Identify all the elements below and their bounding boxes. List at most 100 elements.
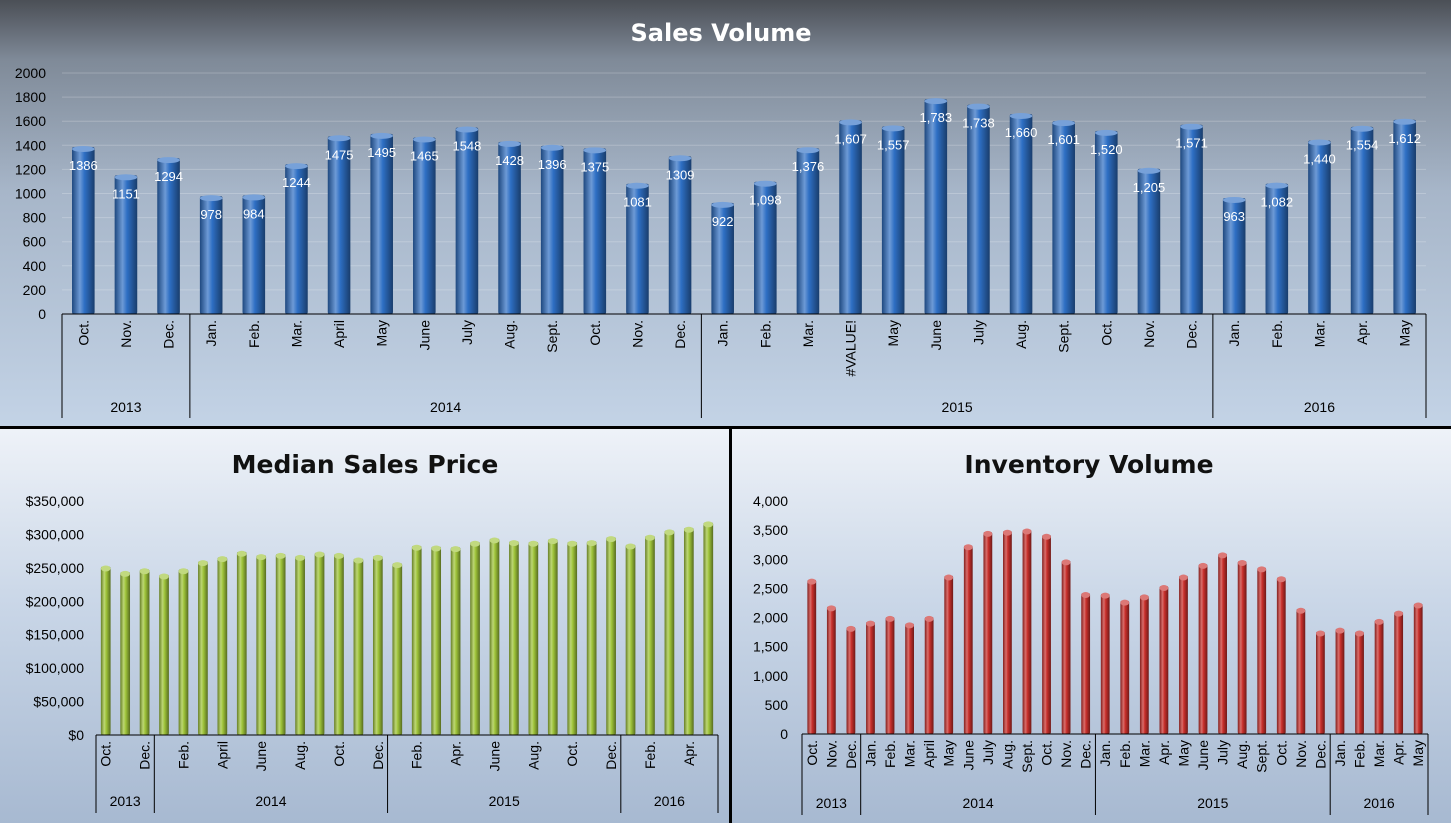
x-category-label: Aug.: [525, 741, 541, 770]
bar: [489, 538, 500, 735]
bar-cap: [1159, 585, 1169, 592]
x-category-label: Sept.: [1019, 740, 1035, 773]
x-category-label: Oct.: [804, 740, 820, 766]
x-category-label: June: [416, 320, 432, 351]
y-tick-label: 0: [780, 726, 788, 742]
bar: [1120, 600, 1130, 734]
y-tick-label: 1600: [15, 113, 46, 129]
bar: [796, 148, 820, 314]
bar-cap: [528, 540, 539, 547]
x-category-label: Nov.: [823, 740, 839, 768]
y-tick-label: $100,000: [26, 660, 85, 676]
y-tick-label: 200: [23, 282, 47, 298]
y-tick-label: $50,000: [33, 694, 84, 710]
bar: [1257, 567, 1267, 734]
y-tick-label: 0: [38, 306, 46, 322]
bar: [1081, 593, 1091, 734]
chart-title: Sales Volume: [631, 19, 812, 47]
bar-cap: [683, 526, 694, 533]
x-category-label: Feb.: [882, 740, 898, 768]
bar-cap: [905, 622, 914, 629]
bar-cap: [413, 136, 436, 143]
bar: [1180, 124, 1203, 314]
bar-cap: [540, 144, 564, 151]
year-label: 2014: [430, 399, 461, 415]
x-category-label: Nov.: [1141, 320, 1157, 348]
bar: [885, 616, 895, 734]
median-sales-price-panel: Median Sales Price $350,000 $300,000 $250,…: [0, 429, 729, 823]
x-category-label: Oct.: [1273, 740, 1289, 766]
bar: [626, 183, 649, 314]
bar-cap: [139, 568, 150, 575]
bar: [625, 544, 636, 735]
bar-cap: [1355, 630, 1364, 637]
x-category-label: Apr.: [448, 741, 464, 766]
bar-cap: [327, 135, 351, 142]
bar: [1159, 586, 1169, 734]
x-category-label: Feb.: [1352, 740, 1368, 768]
bar-cap: [924, 615, 934, 622]
y-tick-label: $0: [68, 727, 84, 743]
data-label: 1,082: [1261, 195, 1294, 210]
bar-cap: [314, 551, 325, 558]
year-label: 2013: [110, 399, 141, 415]
bar-cap: [626, 182, 649, 189]
x-category-label: Dec.: [161, 320, 177, 349]
bar: [645, 535, 655, 735]
bar: [583, 148, 607, 314]
bar: [807, 579, 817, 734]
bar-cap: [1308, 139, 1331, 146]
bar-cap: [242, 194, 266, 201]
bar-cap: [275, 552, 286, 559]
data-label: 1386: [69, 158, 98, 173]
x-category-label: Nov.: [1293, 740, 1309, 768]
bar: [1393, 119, 1416, 314]
bar-cap: [431, 545, 442, 552]
x-category-label: Dec.: [370, 741, 386, 770]
x-category-label: April: [921, 740, 937, 768]
bar: [1179, 575, 1188, 734]
bar: [567, 541, 578, 735]
bar: [528, 541, 539, 735]
bar-cap: [664, 529, 675, 536]
bar-cap: [509, 540, 519, 547]
bar: [236, 551, 247, 735]
data-label: 1294: [154, 169, 183, 184]
bar-cap: [881, 125, 905, 132]
bar-cap: [586, 540, 597, 547]
bar: [839, 120, 862, 314]
bar: [114, 175, 138, 314]
x-category-label: Sept.: [1254, 740, 1270, 773]
bar-cap: [489, 537, 500, 544]
year-label: 2016: [1304, 399, 1335, 415]
bar-cap: [199, 195, 223, 202]
bar-cap: [625, 543, 636, 550]
y-tick-label: $250,000: [26, 560, 85, 576]
y-tick-label: 800: [23, 210, 47, 226]
bar-cap: [583, 147, 607, 154]
bar: [275, 553, 286, 735]
bar-cap: [547, 538, 558, 545]
data-label: 1396: [538, 157, 567, 172]
x-category-label: Feb.: [246, 320, 262, 348]
bar-cap: [1003, 529, 1012, 536]
x-category-label: Dec.: [1312, 740, 1328, 769]
x-category-label: Nov.: [1058, 740, 1074, 768]
bar-cap: [1394, 610, 1404, 617]
bar: [1003, 530, 1012, 734]
bar-cap: [807, 578, 817, 585]
bar: [353, 558, 364, 735]
data-label: 1495: [367, 145, 396, 160]
year-label: 2015: [489, 793, 520, 809]
bar: [327, 136, 351, 314]
year-label: 2016: [654, 793, 685, 809]
x-category-label: Mar.: [1371, 740, 1387, 767]
bar: [1308, 140, 1331, 314]
bar: [1095, 130, 1118, 314]
y-tick-label: $300,000: [26, 526, 85, 542]
x-category-label: May: [374, 320, 390, 346]
x-category-label: Sept.: [1056, 320, 1072, 353]
bar-cap: [1137, 167, 1161, 174]
data-label: 1,554: [1346, 138, 1379, 153]
x-category-label: Oct.: [564, 741, 580, 767]
